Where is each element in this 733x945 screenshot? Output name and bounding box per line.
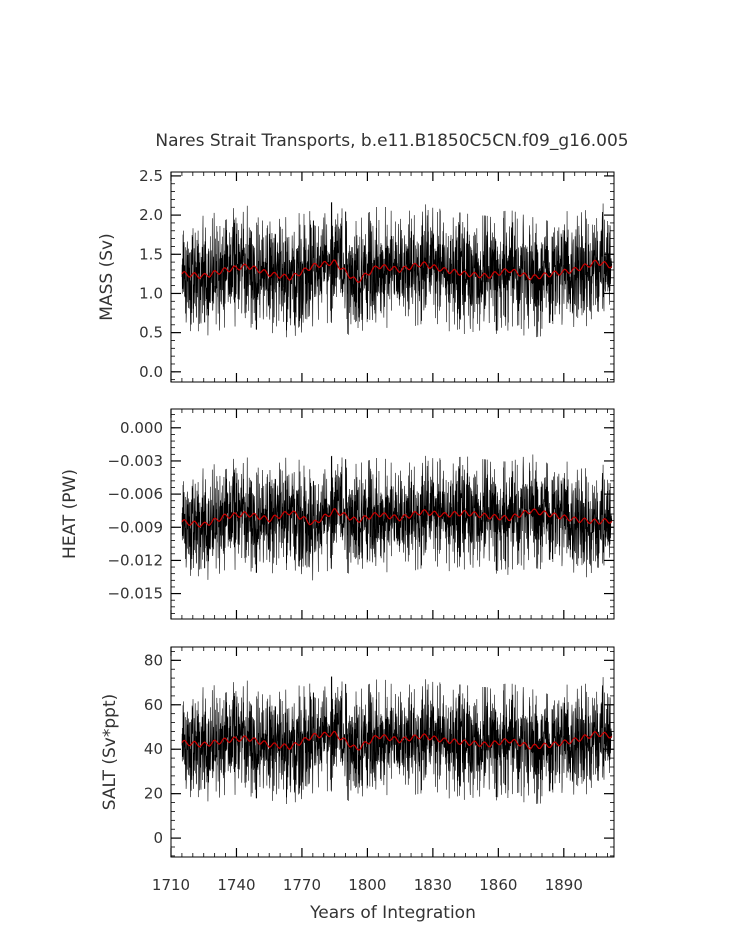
heat-y-tick-label: −0.003 (107, 452, 163, 470)
heat-y-tick-label: −0.015 (107, 585, 163, 603)
x-tick-label: 1710 (152, 876, 190, 894)
salt-plot-frame (170, 646, 615, 858)
heat-y-tick-label: −0.009 (107, 518, 163, 536)
salt-y-tick-label: 0 (153, 829, 163, 847)
mass-y-tick-label: 0.0 (139, 363, 163, 381)
salt-y-tick-label: 80 (144, 651, 163, 669)
salt-smoothed-line (181, 730, 613, 751)
heat-y-tick-label: −0.012 (107, 551, 163, 569)
mass-y-axis-label: MASS (Sv) (97, 233, 117, 320)
x-tick-label: 1860 (479, 876, 517, 894)
mass-smoothed-line (181, 259, 613, 283)
salt-annual-line (181, 676, 613, 804)
mass-y-tick-label: 0.5 (139, 324, 163, 342)
mass-y-tick-label: 2.0 (139, 206, 163, 224)
mass-y-tick-label: 2.5 (139, 167, 163, 185)
x-tick-label: 1740 (217, 876, 255, 894)
mass-annual-line (181, 202, 613, 338)
heat-y-tick-label: 0.000 (120, 419, 163, 437)
x-tick-label: 1830 (414, 876, 452, 894)
chart-title: Nares Strait Transports, b.e11.B1850C5CN… (155, 131, 628, 151)
mass-panel: 0.0 0.5 1.0 1.5 2.0 2.5 MASS (Sv) (97, 167, 615, 383)
x-tick-label: 1800 (348, 876, 386, 894)
mass-plot-frame (170, 171, 615, 383)
x-tick-label: 1890 (545, 876, 583, 894)
salt-y-axis-label: SALT (Sv*ppt) (100, 694, 120, 811)
mass-y-tick-label: 1.0 (139, 284, 163, 302)
salt-y-tick-label: 40 (144, 740, 163, 758)
heat-panel: 0.000 −0.003 −0.006 −0.009 −0.012 −0.015 HEAT … (60, 408, 615, 620)
x-tick-label: 1770 (283, 876, 321, 894)
heat-y-tick-label: −0.006 (107, 485, 163, 503)
mass-y-tick-label: 1.5 (139, 245, 163, 263)
heat-annual-line (181, 454, 613, 581)
salt-y-tick-label: 60 (144, 696, 163, 714)
heat-y-axis-label: HEAT (PW) (60, 469, 80, 559)
salt-panel: 0 20 40 60 80 SALT (Sv*ppt) 1710 1740 1770 1800 18… (100, 646, 615, 894)
salt-y-tick-label: 20 (144, 785, 163, 803)
x-axis-label: Years of Integration (309, 903, 476, 923)
heat-smoothed-line (181, 508, 613, 528)
